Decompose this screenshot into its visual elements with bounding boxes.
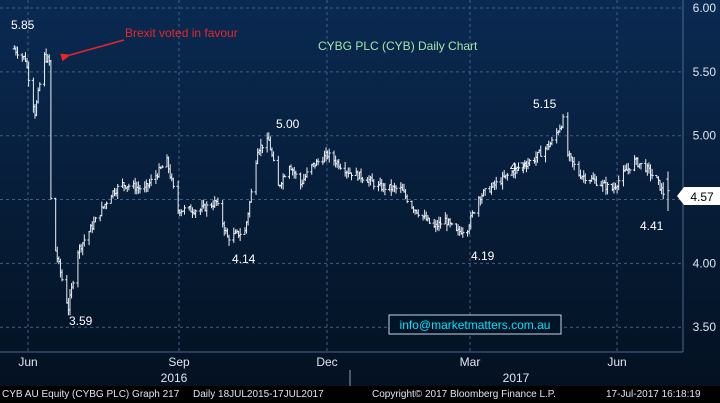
x-tick-dec: Dec xyxy=(316,355,337,369)
year-label-2016: 2016 xyxy=(161,371,188,385)
last-price-label: 4.57 xyxy=(690,190,714,204)
price-bar xyxy=(60,269,64,282)
price-bar xyxy=(104,201,109,210)
price-bar xyxy=(127,183,131,191)
x-axis: Jun Sep Dec Mar Jun 2016 2017 xyxy=(18,355,627,386)
price-bar xyxy=(283,174,287,178)
y-tick-label: 5.50 xyxy=(693,65,717,79)
email-box[interactable]: info@marketmatters.com.au xyxy=(388,314,562,335)
price-bar xyxy=(594,176,599,187)
price-bar xyxy=(450,222,454,226)
price-bar xyxy=(361,177,365,184)
price-bar xyxy=(171,177,175,189)
price-bar xyxy=(572,157,576,171)
price-bar xyxy=(93,216,98,223)
y-tick-label: 4.00 xyxy=(693,256,717,270)
price-bar xyxy=(405,194,409,204)
price-bar xyxy=(472,211,476,215)
price-bar xyxy=(205,201,209,217)
price-bar xyxy=(539,145,543,157)
price-bar xyxy=(383,183,387,196)
label-5-00: 5.00 xyxy=(276,117,300,131)
price-bar xyxy=(27,61,31,87)
email-link[interactable]: info@marketmatters.com.au xyxy=(400,318,551,332)
y-tick-label: 5.00 xyxy=(693,129,717,143)
label-4-41: 4.41 xyxy=(640,219,664,233)
price-bar xyxy=(194,209,198,219)
footer-bar: CYB AU Equity (CYBG PLC) Graph 217 Daily… xyxy=(0,386,720,403)
footer-range: Daily 18JUL2015-17JUL2017 xyxy=(193,389,324,400)
price-bar xyxy=(528,158,532,166)
price-bar xyxy=(38,82,42,92)
brexit-annotation: Brexit voted in favour xyxy=(125,26,238,40)
price-bar xyxy=(227,234,231,246)
price-bar xyxy=(116,184,120,200)
price-bar xyxy=(617,175,621,191)
x-tick-jun-2016: Jun xyxy=(18,355,37,369)
price-bar xyxy=(15,46,20,59)
footer-copyright: Copyright© 2017 Bloomberg Finance L.P. xyxy=(372,389,556,400)
last-price-badge: 4.57 xyxy=(677,187,720,205)
price-bar xyxy=(349,172,354,181)
price-bar xyxy=(416,209,420,218)
price-bar xyxy=(561,114,565,129)
price-bar xyxy=(427,217,432,224)
price-bar xyxy=(461,227,465,238)
y-tick-label: 6.00 xyxy=(693,1,717,15)
price-bar xyxy=(438,216,443,229)
label-4-14: 4.14 xyxy=(232,252,256,266)
price-bar xyxy=(666,171,670,212)
chart-title: CYBG PLC (CYB) Daily Chart xyxy=(318,39,478,53)
brexit-arrow xyxy=(60,39,125,62)
price-bar xyxy=(138,185,142,194)
label-3-59: 3.59 xyxy=(69,314,93,328)
grid-lines xyxy=(0,0,683,352)
label-5-15: 5.15 xyxy=(533,97,557,111)
price-bar xyxy=(494,176,498,190)
price-bar xyxy=(249,188,253,203)
price-bar xyxy=(639,162,643,170)
price-bar xyxy=(238,228,242,241)
footer-security: CYB AU Equity (CYBG PLC) Graph 217 xyxy=(2,389,180,400)
label-4-19: 4.19 xyxy=(471,249,495,263)
price-bar xyxy=(583,173,587,185)
price-bar xyxy=(650,168,654,180)
x-tick-mar: Mar xyxy=(460,355,481,369)
price-bar xyxy=(216,197,220,206)
price-bar xyxy=(483,188,487,196)
price-bar xyxy=(550,136,554,146)
price-bar xyxy=(294,170,298,179)
price-bar xyxy=(71,280,75,290)
price-bar xyxy=(149,174,153,187)
price-bar xyxy=(338,163,342,170)
year-label-2017: 2017 xyxy=(503,371,530,385)
price-bar xyxy=(516,162,521,171)
price-bar xyxy=(49,59,53,200)
label-4-7: 4.7 xyxy=(510,160,527,174)
label-5-85: 5.85 xyxy=(11,18,35,32)
x-tick-sep: Sep xyxy=(168,355,190,369)
price-bar xyxy=(327,148,331,163)
price-bar xyxy=(182,204,187,215)
y-tick-label: 3.50 xyxy=(693,320,717,334)
price-series xyxy=(12,45,670,316)
price-bar xyxy=(260,144,265,154)
price-bar xyxy=(160,165,164,169)
footer-timestamp: 17-Jul-2017 16:18:19 xyxy=(606,389,701,400)
price-bar xyxy=(316,158,320,166)
price-bar xyxy=(271,151,276,162)
x-tick-jun-2017: Jun xyxy=(607,355,626,369)
price-bar xyxy=(372,179,376,190)
price-bar xyxy=(505,172,509,181)
price-bar xyxy=(305,167,309,178)
price-bar xyxy=(628,168,632,174)
price-bar xyxy=(82,234,86,247)
price-bar xyxy=(605,182,610,195)
price-bar xyxy=(661,182,665,200)
price-bar xyxy=(394,185,398,194)
